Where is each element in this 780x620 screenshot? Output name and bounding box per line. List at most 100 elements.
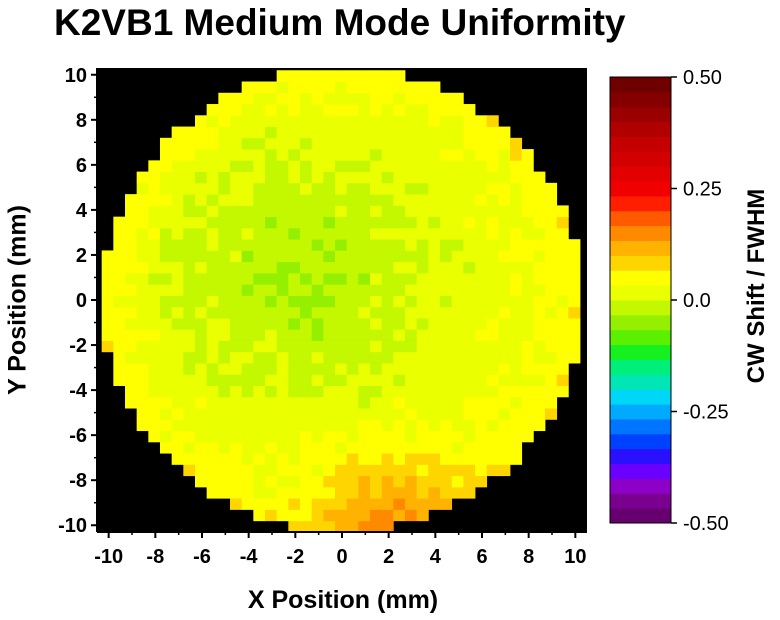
heatmap-cell <box>405 239 418 251</box>
heatmap-cell <box>171 216 184 229</box>
y-tick-label: -6 <box>69 425 87 447</box>
heatmap-cell <box>276 239 289 251</box>
heatmap-cell <box>498 250 511 263</box>
heatmap-cell <box>323 475 336 488</box>
heatmap-cell <box>451 475 464 488</box>
heatmap-cell <box>428 498 441 510</box>
heatmap-cell <box>300 385 313 398</box>
heatmap-cell <box>533 272 546 285</box>
x-tick-label: 10 <box>564 546 586 568</box>
heatmap-cell <box>393 149 406 161</box>
heatmap-cell <box>300 408 313 420</box>
heatmap-cell <box>218 261 231 274</box>
heatmap-cell <box>521 182 534 195</box>
heatmap-cell <box>206 104 219 116</box>
heatmap-cell <box>358 498 371 510</box>
heatmap-cell <box>428 216 441 229</box>
heatmap-cell <box>288 92 301 105</box>
heatmap-cell <box>311 374 324 386</box>
heatmap-cell <box>300 227 313 240</box>
heatmap-cell <box>440 205 453 218</box>
heatmap-cell <box>171 295 184 308</box>
heatmap-cell <box>463 340 476 353</box>
heatmap-cell <box>463 104 476 116</box>
heatmap-cell <box>370 92 383 105</box>
colorbar-tick-label: -0.25 <box>683 402 729 424</box>
heatmap-cell <box>405 464 418 477</box>
heatmap-cell <box>148 160 161 173</box>
heatmap-cell <box>381 261 394 274</box>
x-tick-label: 8 <box>523 546 534 568</box>
heatmap-cell <box>451 137 464 150</box>
heatmap-cell <box>428 408 441 420</box>
heatmap-cell <box>288 160 301 173</box>
heatmap-cell <box>440 250 453 263</box>
heatmap-cell <box>521 205 534 218</box>
heatmap-cell <box>346 509 359 522</box>
heatmap-cell <box>545 374 558 386</box>
heatmap-cell <box>183 329 196 341</box>
heatmap-cell <box>335 92 348 105</box>
heatmap-cell <box>300 453 313 465</box>
heatmap-cell <box>510 182 523 195</box>
heatmap-cell <box>113 351 126 364</box>
heatmap-cell <box>323 284 336 296</box>
heatmap-cell <box>346 498 359 510</box>
heatmap-cell <box>218 171 231 184</box>
heatmap-cell <box>218 126 231 139</box>
heatmap-cell <box>241 160 254 173</box>
heatmap-cell <box>265 374 278 386</box>
heatmap-cell <box>183 216 196 229</box>
colorbar-segment <box>610 136 671 152</box>
heatmap-cell <box>463 464 476 477</box>
heatmap-cell <box>370 318 383 330</box>
heatmap-cell <box>381 205 394 218</box>
heatmap-cell <box>230 194 243 206</box>
heatmap-cell <box>416 137 429 150</box>
heatmap-cell <box>125 306 138 319</box>
heatmap-cell <box>125 261 138 274</box>
heatmap-cell <box>335 205 348 218</box>
heatmap-cell <box>381 104 394 116</box>
heatmap-cell <box>521 171 534 184</box>
heatmap-cell <box>486 205 499 218</box>
heatmap-cell <box>393 81 406 94</box>
y-tick-label: 10 <box>65 65 87 87</box>
heatmap-cell <box>265 306 278 319</box>
heatmap-cell <box>253 318 266 330</box>
heatmap-cell <box>276 430 289 443</box>
heatmap-cell <box>533 385 546 398</box>
heatmap-cell <box>125 205 138 218</box>
heatmap-cell <box>311 509 324 522</box>
heatmap-cell <box>405 419 418 432</box>
heatmap-cell <box>101 306 114 319</box>
heatmap-cell <box>171 385 184 398</box>
heatmap-cell <box>498 329 511 341</box>
heatmap-cell <box>556 385 569 398</box>
heatmap-cell <box>206 475 219 488</box>
heatmap-cell <box>218 205 231 218</box>
heatmap-cell <box>428 475 441 488</box>
heatmap-cell <box>475 205 488 218</box>
heatmap-cell <box>171 329 184 341</box>
heatmap-cell <box>288 351 301 364</box>
heatmap-cell <box>405 160 418 173</box>
y-tick-label: 0 <box>76 290 87 312</box>
heatmap-cell <box>288 115 301 127</box>
heatmap-cell <box>160 430 173 443</box>
heatmap-cell <box>556 340 569 353</box>
heatmap-cell <box>335 385 348 398</box>
heatmap-cell <box>416 340 429 353</box>
heatmap-cell <box>230 182 243 195</box>
heatmap-cell <box>195 250 208 263</box>
heatmap-cell <box>323 92 336 105</box>
heatmap-cell <box>393 363 406 375</box>
heatmap-cell <box>486 284 499 296</box>
heatmap-cell <box>195 430 208 443</box>
heatmap-cell <box>195 396 208 409</box>
heatmap-cell <box>416 498 429 510</box>
heatmap-cell <box>125 363 138 375</box>
heatmap-cell <box>288 70 301 82</box>
heatmap-cell <box>405 329 418 341</box>
heatmap-cell <box>381 194 394 206</box>
